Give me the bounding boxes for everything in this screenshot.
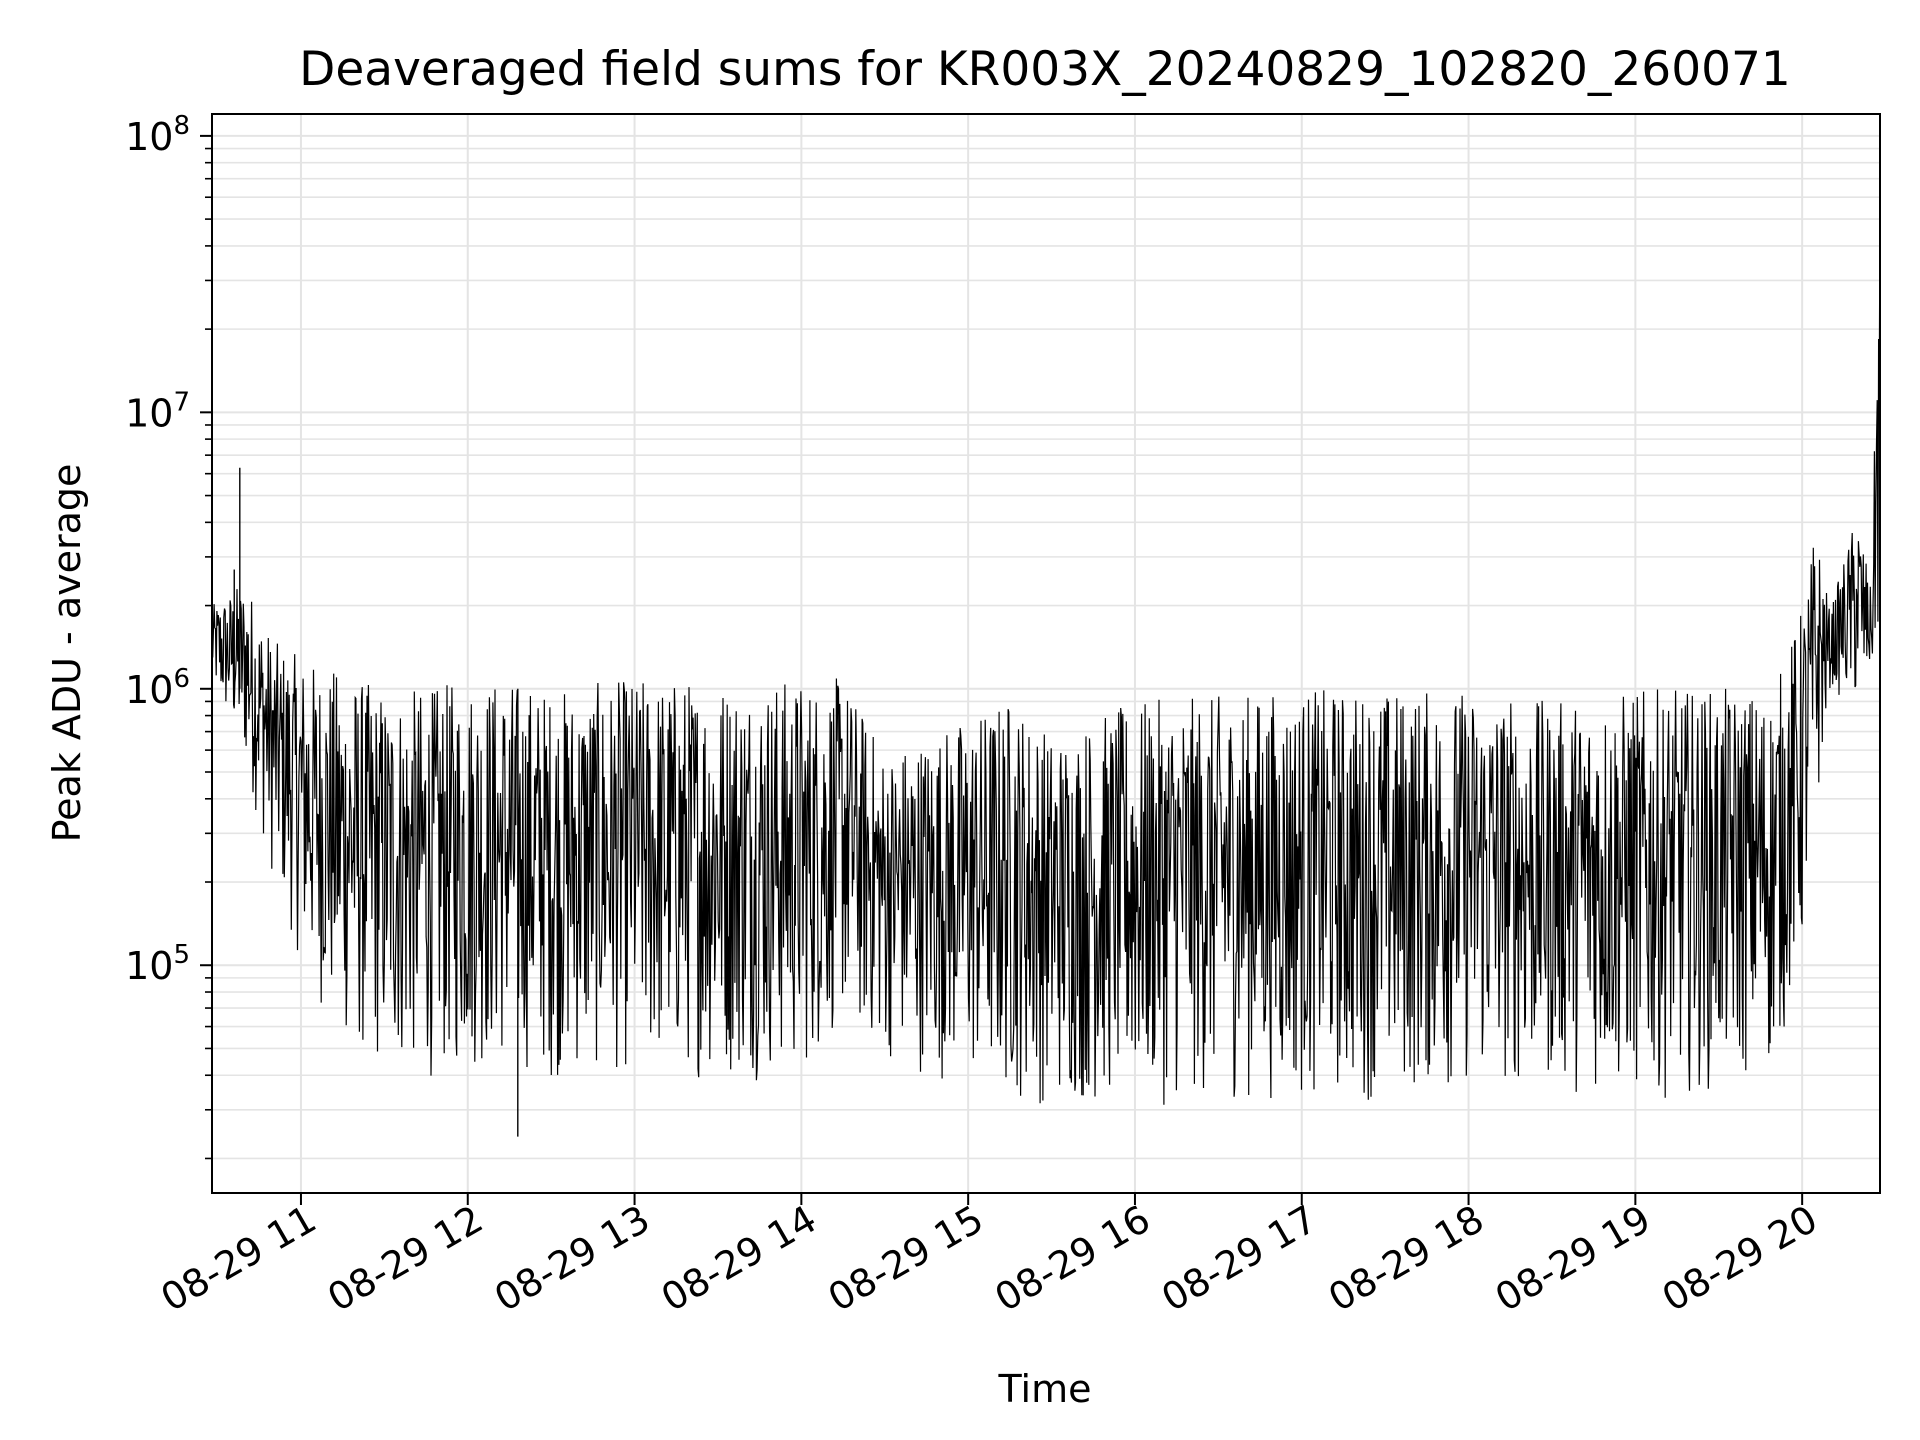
series-path (211, 209, 1881, 1105)
x-axis-label: Time (998, 1367, 1092, 1411)
y-axis: 105 106 107 108 (125, 111, 212, 1160)
plot-frame (211, 113, 1881, 1194)
y-tick-label: 105 (125, 940, 190, 988)
y-tick-label: 106 (125, 664, 190, 712)
y-tick-label: 108 (125, 111, 190, 159)
y-tick-label: 107 (125, 387, 190, 435)
y-axis-label: Peak ADU - average (45, 464, 89, 843)
series-line (211, 209, 1881, 1137)
chart-title: Deaveraged field sums for KR003X_2024082… (299, 42, 1791, 97)
